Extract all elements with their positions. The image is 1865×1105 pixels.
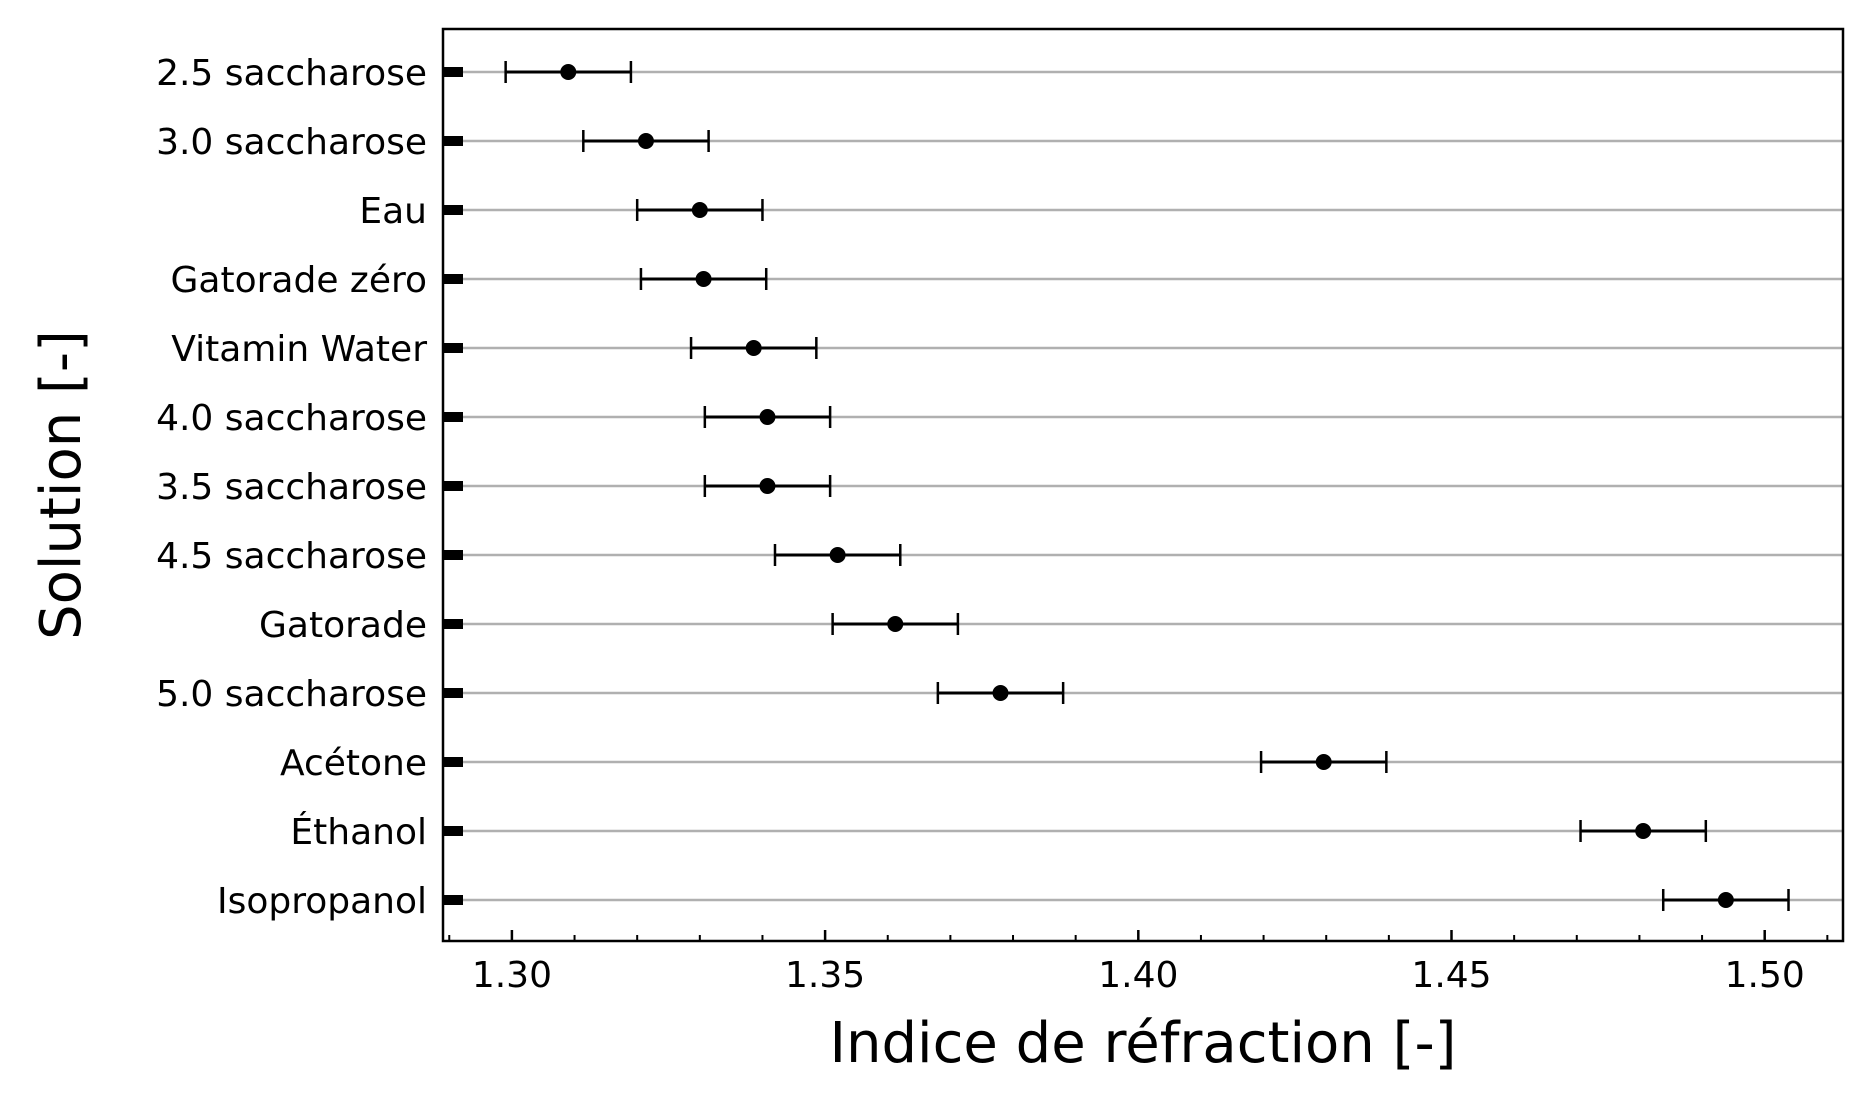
data-point [759, 409, 776, 425]
y-tick-label: 3.0 saccharose [156, 122, 427, 163]
y-tick-mark [443, 826, 463, 836]
y-tick-mark [443, 550, 463, 560]
y-tick-mark [443, 343, 463, 353]
y-tick-mark [443, 67, 463, 77]
y-tick-label: 4.0 saccharose [156, 398, 427, 439]
data-point [691, 202, 708, 218]
data-point [829, 547, 846, 563]
x-tick-label: 1.45 [1411, 955, 1491, 996]
y-tick-label: Isopropanol [217, 881, 427, 922]
data-point [745, 340, 762, 356]
y-tick-mark [443, 688, 463, 698]
y-tick-mark [443, 412, 463, 422]
x-tick-label: 1.30 [472, 955, 552, 996]
y-tick-label: 2.5 saccharose [156, 53, 427, 94]
y-tick-label: 3.5 saccharose [156, 467, 427, 508]
grid-lines [443, 70, 1843, 902]
data-point [560, 64, 577, 80]
y-tick-mark [443, 895, 463, 905]
y-tick-label: 4.5 saccharose [156, 536, 427, 577]
x-tick-label: 1.50 [1725, 955, 1805, 996]
y-tick-mark [443, 136, 463, 146]
y-axis-title: Solution [-] [29, 330, 94, 640]
data-point [887, 616, 904, 632]
data-point [759, 478, 776, 494]
y-tick-label: Gatorade zéro [171, 260, 427, 301]
x-tick-label: 1.35 [785, 955, 865, 996]
data-points [504, 61, 1790, 911]
y-tick-label: Acétone [280, 743, 427, 784]
y-tick-label: Vitamin Water [171, 329, 427, 370]
data-point [695, 271, 712, 287]
y-tick-label: 5.0 saccharose [156, 674, 427, 715]
plot-frame [441, 27, 1845, 943]
y-tick-mark [443, 619, 463, 629]
y-tick-label: Éthanol [290, 811, 427, 853]
x-tick-label: 1.40 [1098, 955, 1178, 996]
x-axis-title: Indice de réfraction [-] [829, 1011, 1456, 1076]
data-point [1717, 892, 1734, 908]
y-ticks: 2.5 saccharose 3.0 saccharose Eau Gatorade … [156, 53, 463, 922]
y-tick-mark [443, 205, 463, 215]
data-point [1635, 823, 1652, 839]
y-tick-mark [443, 274, 463, 284]
data-point [992, 685, 1009, 701]
y-tick-mark [443, 481, 463, 491]
y-tick-label: Eau [359, 191, 427, 232]
x-ticks: 1.30 1.35 1.40 1.45 1.50 [448, 930, 1829, 996]
y-tick-label: Gatorade [259, 605, 427, 646]
y-tick-mark [443, 757, 463, 767]
data-point [637, 133, 654, 149]
data-point [1315, 754, 1332, 770]
